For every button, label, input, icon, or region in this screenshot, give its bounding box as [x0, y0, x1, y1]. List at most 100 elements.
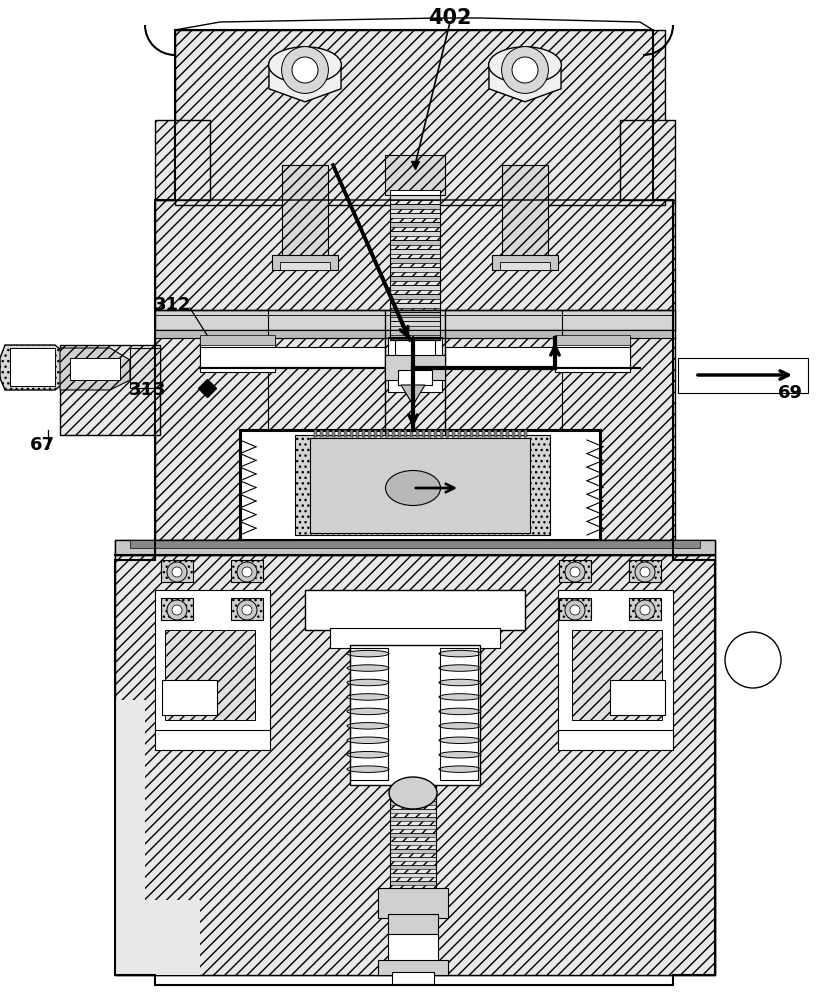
- Bar: [130, 348, 160, 388]
- Bar: [10, 348, 55, 386]
- Text: 402: 402: [428, 8, 471, 28]
- Ellipse shape: [439, 708, 481, 715]
- Circle shape: [635, 600, 655, 620]
- Ellipse shape: [347, 708, 389, 715]
- Bar: [115, 540, 715, 555]
- Bar: [60, 345, 160, 435]
- Bar: [620, 120, 675, 200]
- Bar: [555, 335, 630, 345]
- Bar: [231, 598, 263, 620]
- Bar: [344, 430, 347, 437]
- Bar: [240, 430, 600, 540]
- Ellipse shape: [439, 766, 481, 772]
- Bar: [678, 358, 808, 393]
- Bar: [175, 30, 665, 205]
- Bar: [155, 310, 675, 330]
- Bar: [350, 645, 480, 785]
- Bar: [385, 155, 445, 195]
- Polygon shape: [390, 231, 440, 236]
- Bar: [434, 430, 437, 437]
- Circle shape: [242, 567, 252, 577]
- Polygon shape: [390, 240, 440, 245]
- Polygon shape: [390, 801, 436, 805]
- Polygon shape: [390, 809, 436, 813]
- Bar: [330, 628, 500, 648]
- Ellipse shape: [269, 47, 342, 83]
- Bar: [350, 648, 388, 780]
- Bar: [500, 430, 503, 437]
- Ellipse shape: [439, 723, 481, 729]
- Polygon shape: [390, 258, 440, 263]
- Bar: [390, 195, 440, 340]
- Bar: [314, 430, 317, 437]
- Polygon shape: [390, 294, 440, 299]
- Polygon shape: [390, 785, 436, 789]
- Circle shape: [640, 567, 650, 577]
- Ellipse shape: [347, 694, 389, 700]
- Bar: [155, 730, 270, 750]
- Ellipse shape: [347, 723, 389, 729]
- Bar: [388, 934, 438, 962]
- Polygon shape: [390, 339, 440, 344]
- Polygon shape: [390, 881, 436, 885]
- Polygon shape: [390, 213, 440, 218]
- Bar: [506, 430, 509, 437]
- Bar: [282, 165, 328, 260]
- Bar: [165, 630, 255, 720]
- Bar: [395, 340, 435, 360]
- Bar: [559, 598, 591, 620]
- Bar: [492, 255, 558, 270]
- Bar: [452, 430, 455, 437]
- Bar: [629, 560, 661, 582]
- Bar: [388, 914, 438, 939]
- Bar: [200, 335, 275, 345]
- Circle shape: [242, 605, 252, 615]
- Bar: [295, 435, 550, 535]
- Circle shape: [565, 562, 585, 582]
- Bar: [555, 337, 630, 372]
- Text: 312: 312: [155, 296, 192, 314]
- Circle shape: [512, 57, 538, 83]
- Bar: [610, 680, 665, 715]
- Polygon shape: [390, 817, 436, 821]
- Circle shape: [635, 562, 655, 582]
- Bar: [200, 337, 275, 372]
- Polygon shape: [390, 312, 440, 317]
- Polygon shape: [390, 222, 440, 227]
- Polygon shape: [390, 865, 436, 869]
- Bar: [130, 540, 700, 548]
- Bar: [458, 430, 461, 437]
- Bar: [161, 560, 193, 582]
- Ellipse shape: [439, 694, 481, 700]
- Bar: [446, 430, 449, 437]
- Text: 313: 313: [129, 381, 167, 399]
- Polygon shape: [390, 195, 440, 200]
- Ellipse shape: [347, 665, 389, 671]
- Polygon shape: [401, 385, 425, 405]
- Bar: [390, 190, 440, 195]
- Ellipse shape: [439, 751, 481, 758]
- Bar: [440, 430, 443, 437]
- Bar: [155, 590, 270, 735]
- Text: 69: 69: [777, 384, 802, 402]
- Polygon shape: [390, 249, 440, 254]
- Bar: [416, 430, 419, 437]
- Circle shape: [570, 605, 580, 615]
- Circle shape: [570, 567, 580, 577]
- Polygon shape: [390, 793, 436, 797]
- Polygon shape: [390, 321, 440, 326]
- Bar: [392, 430, 395, 437]
- Bar: [115, 540, 715, 975]
- Polygon shape: [390, 825, 436, 829]
- Bar: [332, 430, 335, 437]
- Circle shape: [292, 57, 318, 83]
- Ellipse shape: [389, 777, 437, 809]
- Bar: [155, 120, 210, 200]
- Bar: [410, 430, 413, 437]
- Polygon shape: [390, 303, 440, 308]
- Bar: [476, 430, 479, 437]
- Bar: [482, 430, 485, 437]
- Bar: [500, 262, 550, 270]
- Bar: [326, 430, 329, 437]
- Bar: [115, 555, 715, 975]
